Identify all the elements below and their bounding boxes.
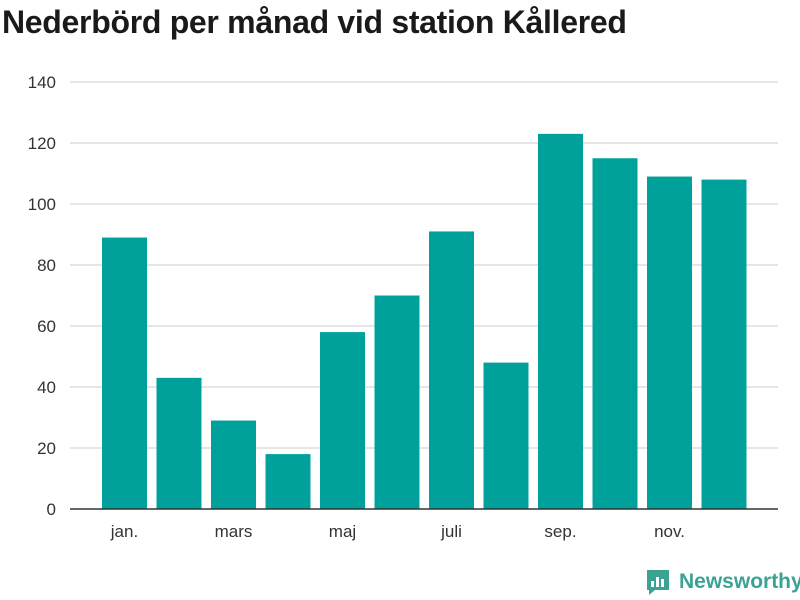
bar-maj <box>320 332 365 509</box>
y-tick-label: 60 <box>37 317 56 336</box>
x-tick-label: juli <box>440 522 462 541</box>
newsworthy-brand: Newsworthy <box>645 568 800 596</box>
bars <box>102 133 747 510</box>
chart-title: Nederbörd per månad vid station Kållered <box>2 4 627 40</box>
y-tick-label: 140 <box>28 73 56 92</box>
x-tick-label: maj <box>329 522 356 541</box>
y-tick-label: 100 <box>28 195 56 214</box>
bar-aug. <box>483 362 529 509</box>
bar-jan. <box>102 237 147 510</box>
y-tick-label: 120 <box>28 134 56 153</box>
y-tick-label: 40 <box>37 378 56 397</box>
x-tick-label: jan. <box>110 522 138 541</box>
bar-nov. <box>647 176 692 510</box>
newsworthy-logo-icon <box>647 570 669 595</box>
x-axis-ticks: jan. mars maj juli sep. nov. <box>110 522 685 541</box>
bar-juli <box>429 231 474 509</box>
x-tick-label: mars <box>215 522 253 541</box>
y-tick-label: 20 <box>37 439 56 458</box>
y-tick-label: 0 <box>47 500 56 519</box>
bar-april <box>265 454 311 509</box>
bar-feb. <box>156 377 202 509</box>
bar-okt. <box>592 158 638 509</box>
y-axis-ticks: 0 20 40 60 80 100 120 140 <box>28 73 56 519</box>
brand-name: Newsworthy <box>679 570 800 593</box>
x-tick-label: nov. <box>654 522 685 541</box>
bar-mars <box>211 420 256 509</box>
y-tick-label: 80 <box>37 256 56 275</box>
bar-juni <box>374 295 420 509</box>
x-tick-label: sep. <box>544 522 576 541</box>
bar-dec. <box>701 179 747 509</box>
bar-sep. <box>538 133 583 509</box>
